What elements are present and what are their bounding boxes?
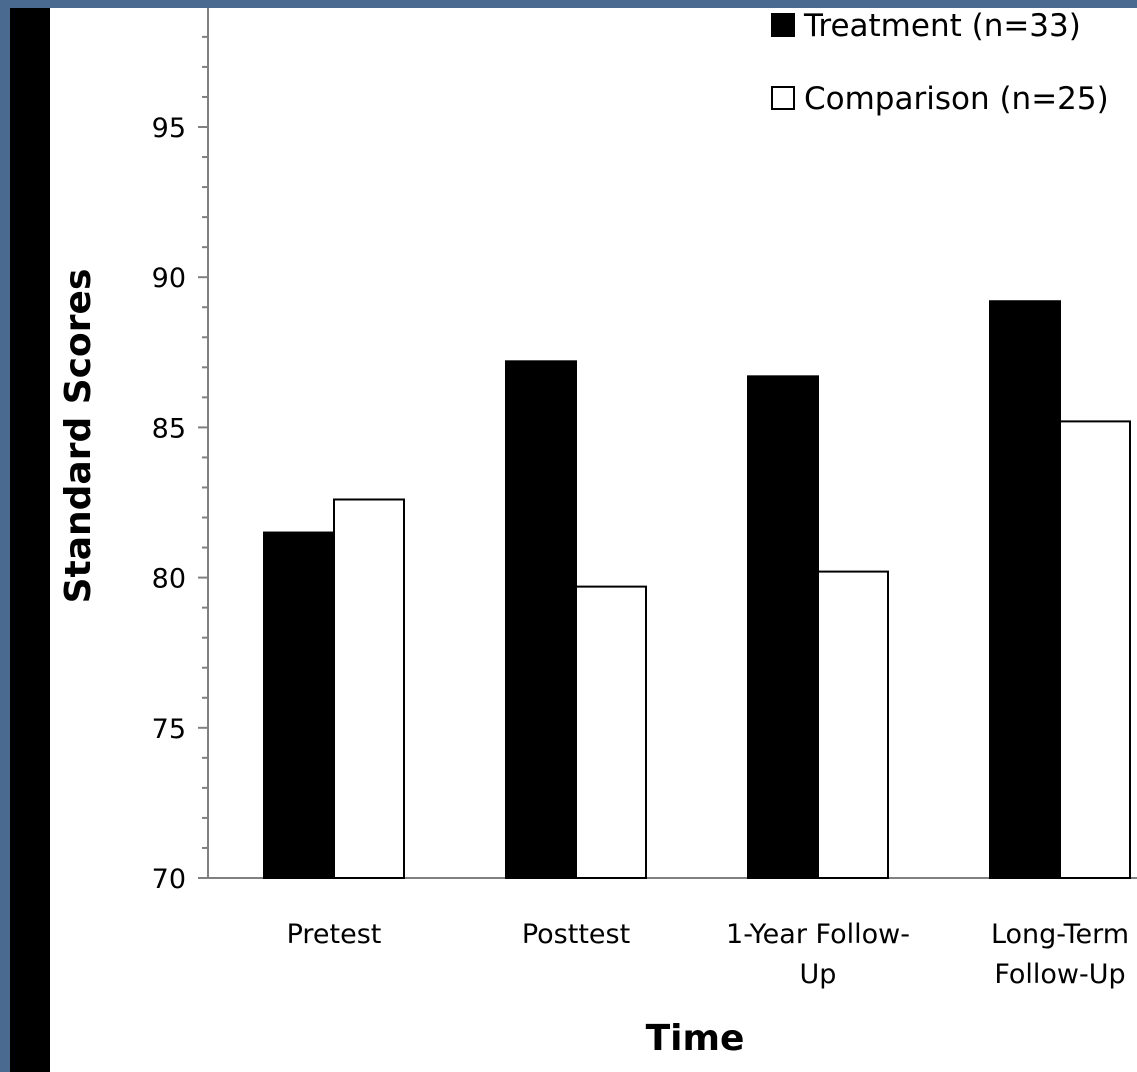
bar-comparison: [333, 498, 405, 879]
legend: Treatment (n=33) Comparison (n=25): [771, 8, 1109, 117]
x-category-labels: Pretest Posttest 1-Year Follow- Up Long-Term…: [287, 919, 1129, 990]
bar-treatment: [747, 375, 819, 879]
y-tick-label: 85: [152, 413, 186, 444]
y-tick-label: 80: [152, 564, 186, 595]
bar-treatment: [263, 531, 335, 879]
y-tick-label: 75: [152, 714, 186, 745]
bar-comparison: [1059, 420, 1131, 879]
bar-treatment: [505, 360, 577, 879]
x-category-label: Follow-Up: [994, 959, 1125, 990]
bars: [263, 300, 1131, 879]
legend-swatch-comparison: [771, 86, 795, 110]
y-tick-label: 90: [152, 263, 186, 294]
x-axis-title: Time: [646, 1018, 745, 1059]
y-tick-label: 95: [152, 113, 186, 144]
bar-chart: 70 75 80 85 90 95 Pretest Posttest 1-Year Follo…: [58, 8, 1137, 1059]
chart-frame: 70 75 80 85 90 95 Pretest Posttest 1-Year Follo…: [10, 8, 1137, 1072]
x-category-label: 1-Year Follow-: [726, 919, 910, 950]
x-category-label: Pretest: [287, 919, 382, 950]
legend-label-treatment: Treatment (n=33): [803, 8, 1081, 44]
bar-treatment: [989, 300, 1061, 879]
bar-comparison: [575, 585, 647, 879]
x-category-label: Long-Term: [991, 919, 1129, 950]
y-tick-label: 70: [152, 864, 186, 895]
x-category-label: Posttest: [522, 919, 630, 950]
x-category-label: Up: [800, 959, 837, 990]
y-axis-title: Standard Scores: [58, 269, 99, 604]
left-decorative-band: [10, 8, 50, 1072]
legend-label-comparison: Comparison (n=25): [804, 81, 1109, 117]
legend-swatch-treatment: [771, 13, 795, 37]
bar-comparison: [817, 570, 889, 879]
y-tick-labels: 70 75 80 85 90 95: [152, 113, 186, 895]
